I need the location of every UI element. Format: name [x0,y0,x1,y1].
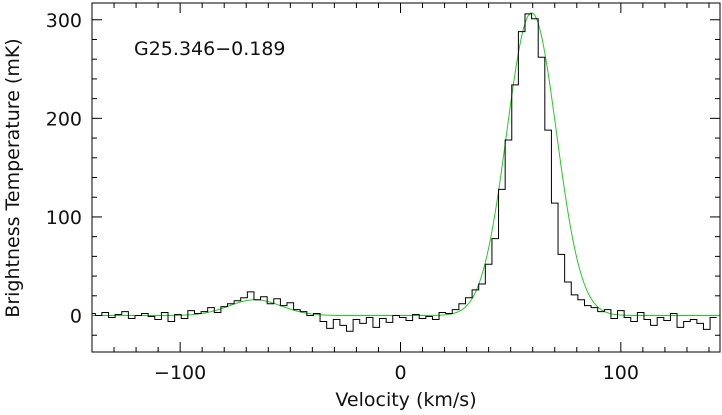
y-axis-label: Brightness Temperature (mK) [2,38,24,317]
x-tick-label: 100 [603,362,639,384]
source-name-label: G25.346−0.189 [134,38,286,60]
x-tick-label: −100 [154,362,206,384]
y-tick-label: 300 [46,10,82,32]
gaussian-fit-line [92,12,720,317]
y-tick-label: 100 [46,207,82,229]
tick-labels: −100 0 100 0 100 200 300 [46,10,639,384]
plot-frame [91,2,721,353]
y-tick-label: 200 [46,108,82,130]
x-tick-label: 0 [394,362,406,384]
y-tick-label: 0 [70,306,82,328]
x-axis-label: Velocity (km/s) [335,389,476,411]
observed-spectrum-line [92,13,717,332]
